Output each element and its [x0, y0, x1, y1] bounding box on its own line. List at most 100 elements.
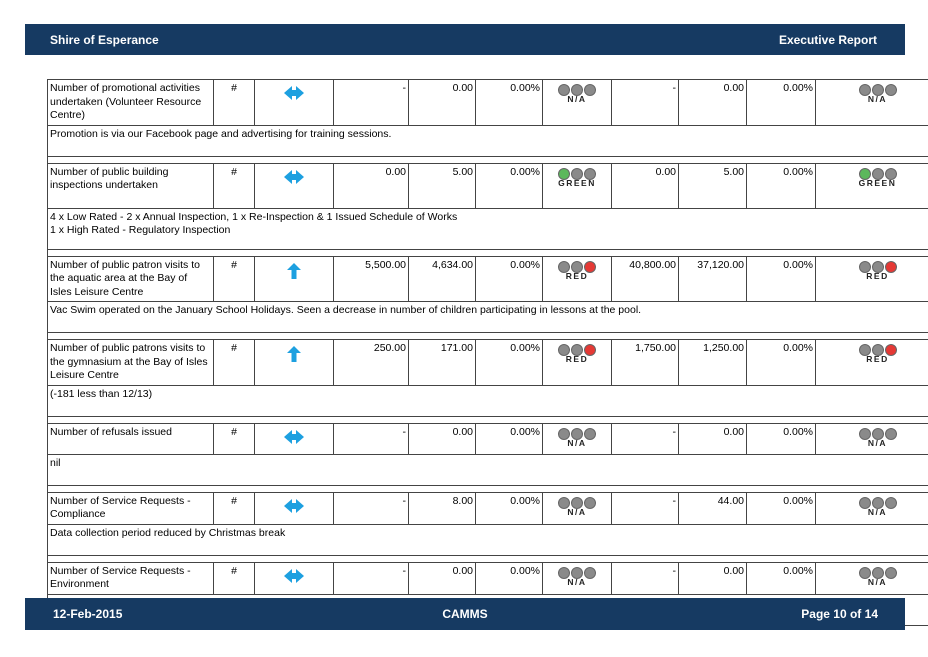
ytd-variance-pct: 0.00%	[746, 339, 816, 386]
green-lamp-icon	[558, 84, 570, 96]
target: 5,500.00	[333, 255, 409, 302]
ytd-actual: 0.00	[678, 79, 747, 126]
report-footer: 12-Feb-2015 CAMMS Page 10 of 14	[25, 598, 905, 630]
status-cell: N/A	[542, 561, 612, 595]
row-spacer	[47, 248, 928, 256]
trend-cell	[254, 491, 334, 525]
comment-row: 4 x Low Rated - 2 x Annual Inspection, 1…	[47, 207, 928, 250]
trend-cell	[254, 422, 334, 455]
green-lamp-icon	[858, 496, 871, 509]
unit: #	[213, 339, 255, 386]
amber-lamp-icon	[871, 496, 884, 509]
unit: #	[213, 491, 255, 525]
unit: #	[213, 79, 255, 126]
actual: 0.00	[408, 79, 476, 126]
trend-cell	[254, 339, 334, 386]
red-lamp-icon	[884, 496, 897, 509]
actual: 0.00	[408, 422, 476, 455]
traffic-light-icon: RED	[558, 344, 596, 364]
status-label: N/A	[867, 94, 888, 104]
ytd-actual: 0.00	[678, 422, 747, 455]
amber-lamp-icon	[571, 344, 583, 356]
spacer-cell	[47, 554, 928, 562]
measure-row: Number of public building inspections un…	[47, 162, 928, 209]
ytd-status-cell: RED	[815, 339, 928, 386]
status-label: N/A	[867, 437, 888, 448]
status-label: GREEN	[558, 177, 596, 188]
trend-cell	[254, 561, 334, 595]
red-lamp-icon	[884, 344, 897, 356]
ytd-target: 0.00	[611, 162, 679, 209]
traffic-light-icon: N/A	[858, 496, 897, 517]
red-lamp-icon	[884, 260, 897, 273]
traffic-light-icon: N/A	[558, 496, 596, 517]
status-cell: N/A	[542, 491, 612, 525]
measure-row: Number of Service Requests - Environment…	[47, 561, 928, 595]
comment-text: 4 x Low Rated - 2 x Annual Inspection, 1…	[47, 207, 928, 250]
unit: #	[213, 162, 255, 209]
amber-lamp-icon	[571, 260, 583, 273]
amber-lamp-icon	[571, 496, 583, 509]
spacer-cell	[47, 248, 928, 256]
up-arrow-icon	[287, 262, 301, 284]
measure-row: Number of refusals issued # -0.00 0.00% N/A -…	[47, 422, 928, 455]
status-label: N/A	[567, 576, 587, 587]
actual: 171.00	[408, 339, 476, 386]
green-lamp-icon	[858, 344, 871, 356]
green-lamp-icon	[558, 260, 570, 273]
traffic-light-icon: GREEN	[858, 167, 897, 188]
ytd-status-cell: GREEN	[815, 162, 928, 209]
green-lamp-icon	[558, 496, 570, 509]
target: -	[333, 561, 409, 595]
ytd-status-cell: N/A	[815, 561, 928, 595]
row-spacer	[47, 332, 928, 340]
green-lamp-icon	[558, 344, 570, 356]
ytd-actual: 0.00	[678, 561, 747, 595]
comment-row: Promotion is via our Facebook page and a…	[47, 124, 928, 157]
actual: 5.00	[408, 162, 476, 209]
page-number: Page 10 of 14	[801, 607, 878, 621]
red-lamp-icon	[584, 566, 596, 579]
comment-text: Vac Swim operated on the January School …	[47, 301, 928, 333]
status-cell: RED	[542, 255, 612, 302]
row-spacer	[47, 415, 928, 423]
ytd-target: 1,750.00	[611, 339, 679, 386]
amber-lamp-icon	[871, 344, 884, 356]
row-spacer	[47, 554, 928, 562]
ytd-target: -	[611, 422, 679, 455]
status-label: N/A	[867, 576, 888, 587]
measure-row: Number of public patron visits to the aq…	[47, 255, 928, 302]
traffic-light-icon: RED	[558, 260, 596, 281]
comment-row: Data collection period reduced by Christ…	[47, 523, 928, 556]
traffic-light-icon: N/A	[858, 566, 897, 587]
ytd-status-cell: N/A	[815, 79, 928, 126]
report-type: Executive Report	[778, 32, 877, 47]
traffic-light-icon: N/A	[858, 84, 897, 104]
spacer-cell	[47, 155, 928, 163]
status-cell: N/A	[542, 422, 612, 455]
up-arrow-icon	[287, 346, 301, 367]
amber-lamp-icon	[871, 260, 884, 273]
traffic-light-icon: N/A	[558, 427, 596, 448]
measure-name: Number of Service Requests - Environment	[47, 561, 214, 595]
spacer-cell	[47, 332, 928, 340]
ytd-variance-pct: 0.00%	[746, 162, 816, 209]
trend-cell	[254, 255, 334, 302]
red-lamp-icon	[584, 344, 596, 356]
comment-row: nil	[47, 453, 928, 486]
report-date: 12-Feb-2015	[53, 607, 123, 621]
red-lamp-icon	[884, 84, 897, 96]
amber-lamp-icon	[571, 84, 583, 96]
target: 250.00	[333, 339, 409, 386]
red-lamp-icon	[884, 167, 897, 180]
traffic-light-icon: GREEN	[558, 167, 596, 188]
red-lamp-icon	[584, 167, 596, 180]
status-label: RED	[866, 354, 889, 364]
target: -	[333, 491, 409, 525]
variance-pct: 0.00%	[475, 162, 543, 209]
ytd-target: -	[611, 491, 679, 525]
measure-name: Number of Service Requests - Compliance	[47, 491, 214, 525]
ytd-target: -	[611, 561, 679, 595]
amber-lamp-icon	[571, 167, 583, 180]
variance-pct: 0.00%	[475, 491, 543, 525]
